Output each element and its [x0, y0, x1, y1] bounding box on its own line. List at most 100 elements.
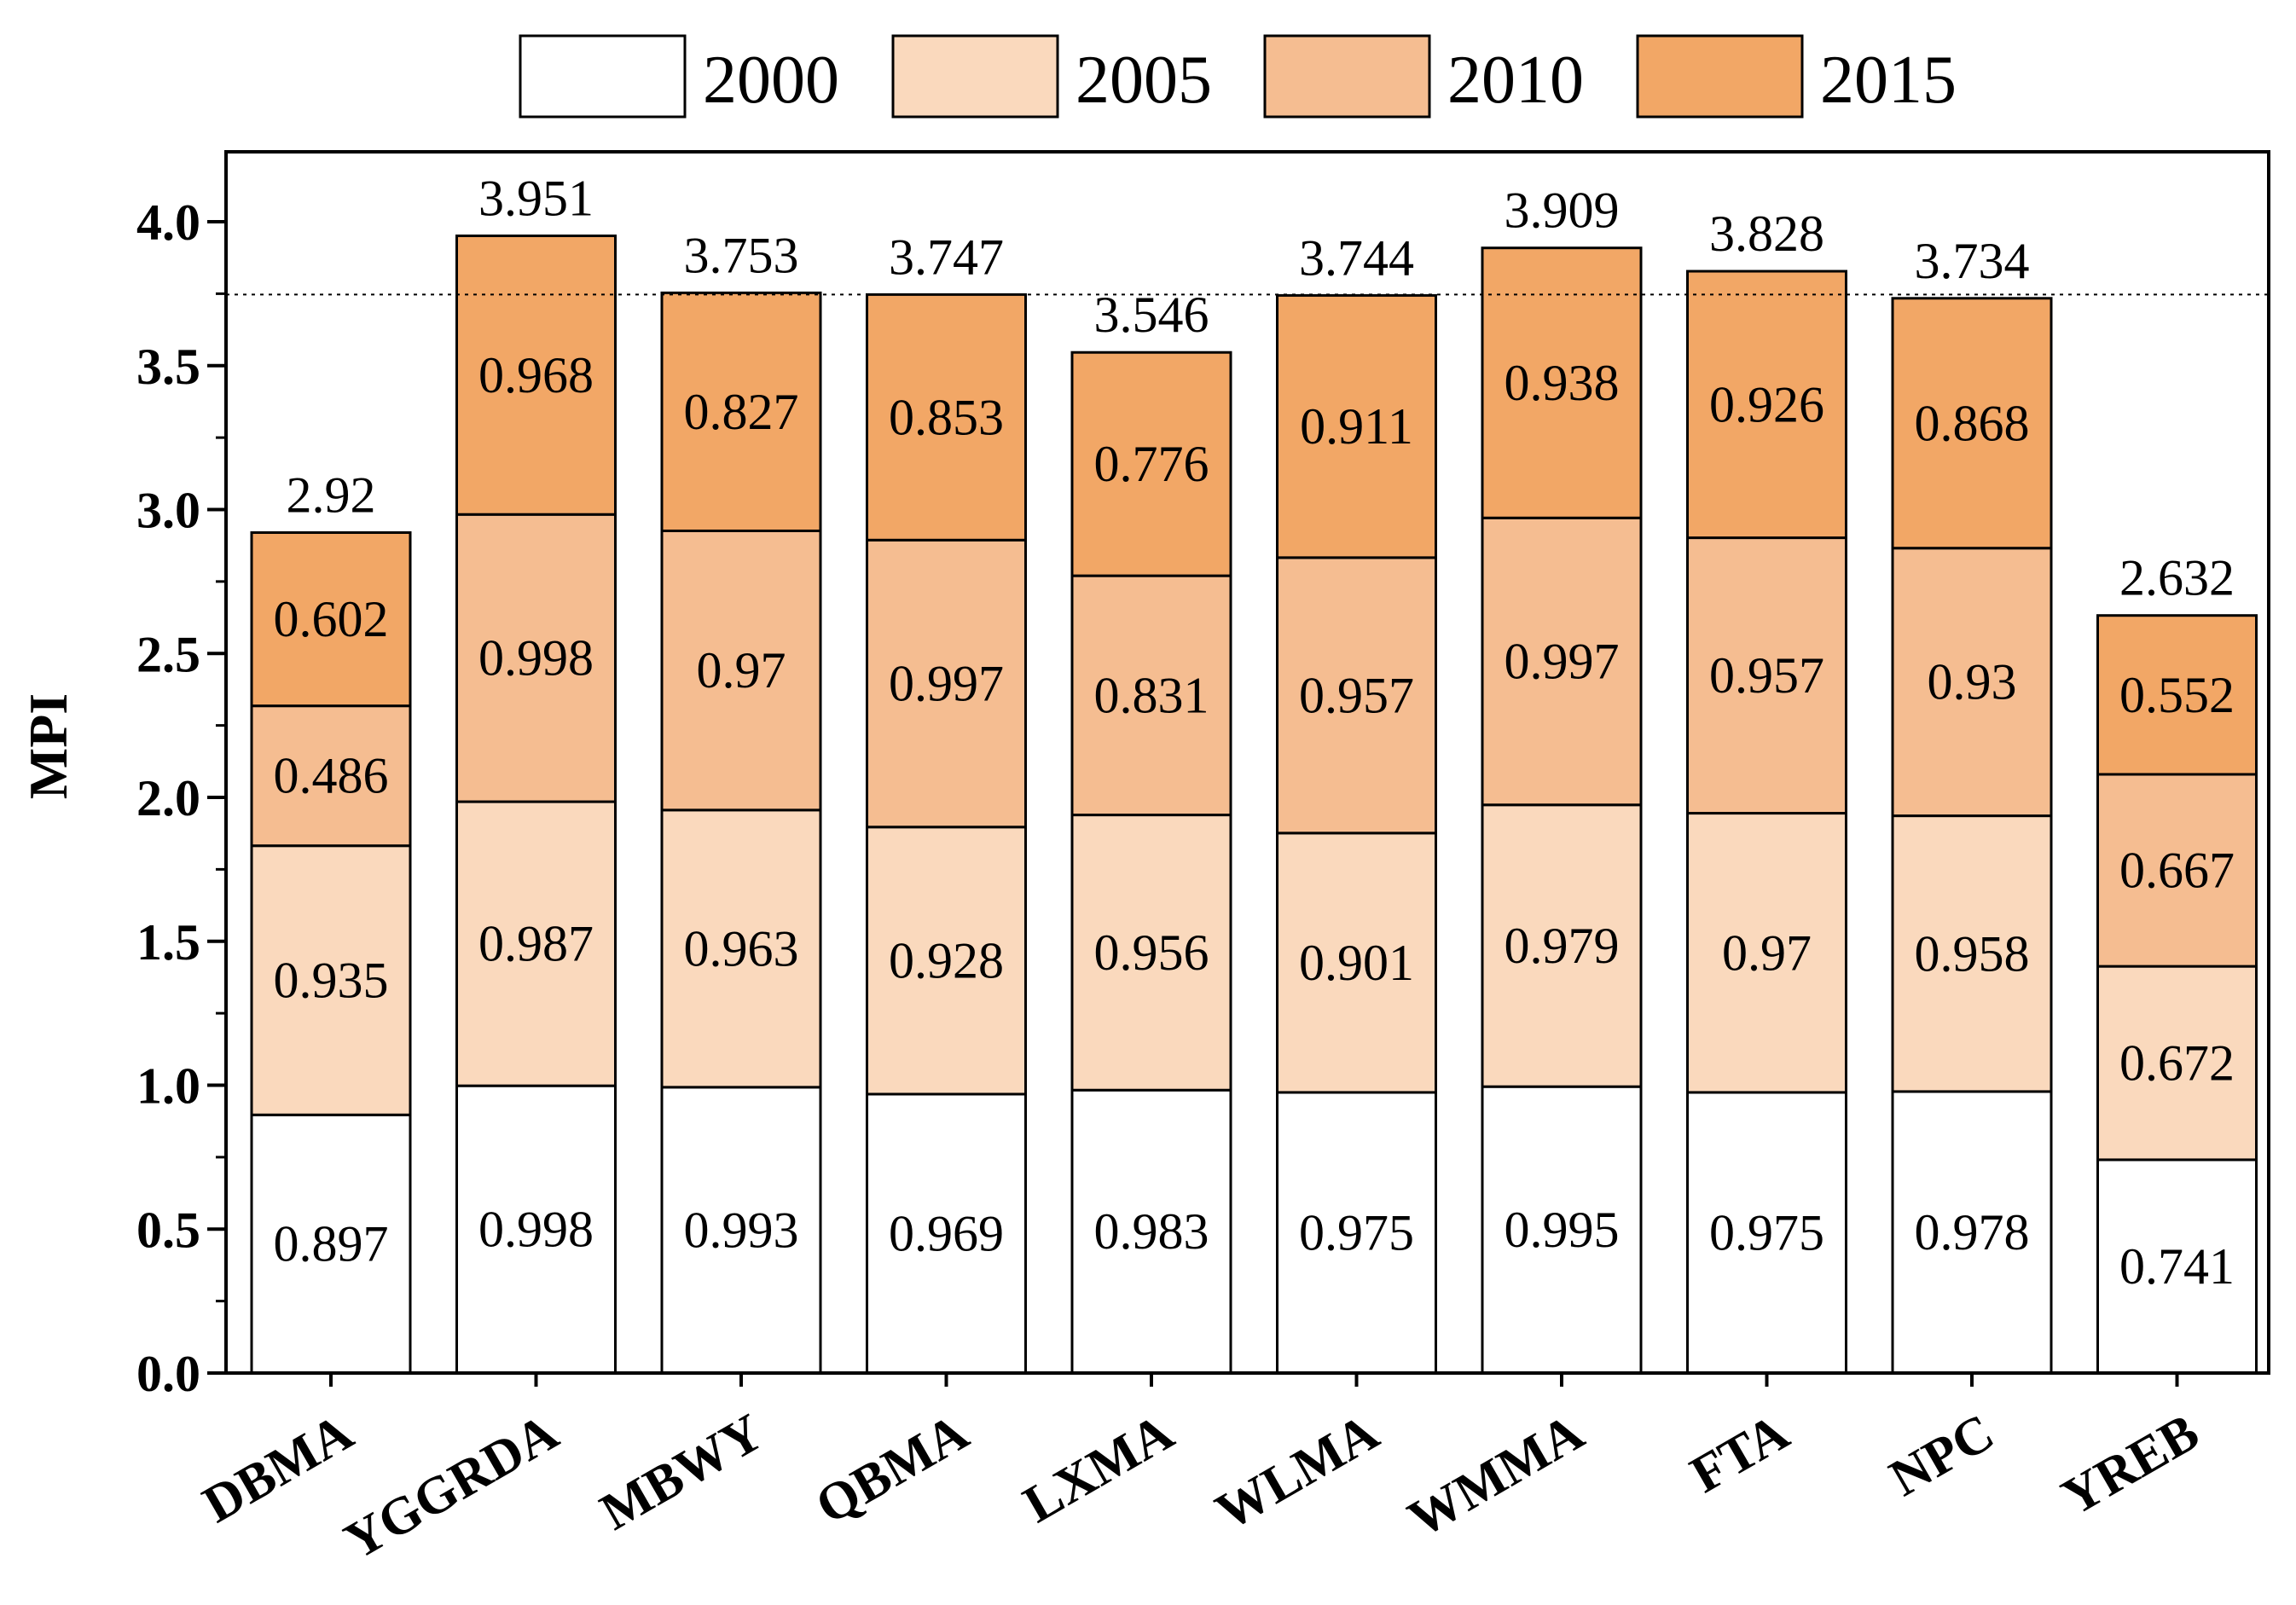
data-label-YGGRDA-2005: 0.987: [478, 916, 594, 972]
y-tick-label-1.0: 1.0: [136, 1058, 200, 1115]
data-label-YGGRDA-2010: 0.998: [478, 630, 594, 687]
total-label-NPC: 3.734: [1915, 233, 2030, 289]
total-label-FTA: 3.828: [1709, 206, 1824, 262]
data-label-YREB-2015: 0.552: [2119, 667, 2235, 723]
legend-label-2000: 2000: [703, 43, 839, 118]
data-label-FTA-2010: 0.957: [1709, 647, 1824, 704]
data-label-WLMA-2000: 0.975: [1299, 1204, 1414, 1260]
x-tick-label-YREB: YREB: [2052, 1403, 2208, 1527]
x-tick-label-NPC: NPC: [1881, 1403, 2003, 1508]
x-tick-label-WMMA: WMMA: [1399, 1403, 1593, 1549]
x-tick-label-MBWY: MBWY: [591, 1403, 773, 1541]
y-tick-label-0.0: 0.0: [136, 1346, 200, 1402]
legend-label-2005: 2005: [1076, 43, 1212, 118]
bar-segment-FTA-2010: [1686, 536, 1847, 815]
bar-segment-WLMA-2005: [1276, 831, 1437, 1094]
total-label-WMMA: 3.909: [1505, 183, 1620, 239]
bars: 0.897 0.935 0.486 0.602 2.92 0.998 0.987 0.998 0…: [250, 171, 2258, 1375]
legend-swatch-2015: [1636, 34, 1804, 119]
data-label-WLMA-2015: 0.911: [1300, 398, 1413, 455]
data-label-FTA-2005: 0.97: [1722, 924, 1812, 981]
data-label-DBMA-2010: 0.486: [274, 748, 389, 804]
x-tick-label-LXMA: LXMA: [1014, 1403, 1183, 1534]
x-tick-label-YGGRDA: YGGRDA: [335, 1403, 568, 1571]
x-tick-label-QBMA: QBMA: [806, 1403, 977, 1535]
data-label-YGGRDA-2015: 0.968: [478, 347, 594, 403]
data-label-YGGRDA-2000: 0.998: [478, 1202, 594, 1258]
bar-segment-LXMA-2010: [1070, 574, 1232, 817]
total-label-DBMA: 2.92: [287, 467, 376, 524]
data-label-NPC-2000: 0.978: [1915, 1204, 2030, 1260]
bar-segment-YREB-2010: [2096, 773, 2258, 968]
bar-segment-YGGRDA-2010: [455, 513, 617, 803]
y-tick-label-1.5: 1.5: [136, 914, 200, 971]
data-label-NPC-2015: 0.868: [1915, 395, 2030, 451]
data-label-QBMA-2010: 0.997: [889, 656, 1004, 712]
data-label-NPC-2010: 0.93: [1928, 654, 2017, 710]
total-label-WLMA: 3.744: [1299, 229, 1414, 286]
data-label-WLMA-2005: 0.901: [1299, 935, 1414, 991]
legend-swatch-2005: [891, 34, 1059, 119]
y-axis-label: MPI: [18, 693, 78, 799]
bar-segment-QBMA-2010: [866, 538, 1027, 829]
bar-segment-YREB-2015: [2096, 614, 2258, 776]
bar-segment-YREB-2005: [2096, 965, 2258, 1162]
total-label-QBMA: 3.747: [889, 229, 1004, 285]
bar-segment-LXMA-2005: [1070, 814, 1232, 1092]
data-label-LXMA-2000: 0.983: [1094, 1203, 1209, 1260]
bar-segment-WLMA-2010: [1276, 556, 1437, 835]
data-label-LXMA-2010: 0.831: [1094, 667, 1209, 723]
data-label-WMMA-2005: 0.979: [1505, 918, 1620, 974]
data-label-MBWY-2010: 0.97: [697, 642, 786, 698]
legend-swatch-2000: [519, 34, 687, 119]
bar-segment-QBMA-2015: [866, 293, 1027, 542]
bar-segment-WMMA-2000: [1481, 1085, 1643, 1375]
bar-segment-MBWY-2015: [660, 291, 822, 532]
y-tick-label-3.5: 3.5: [136, 339, 200, 395]
y-tick-label-0.5: 0.5: [136, 1202, 200, 1258]
y-tick-label-2.0: 2.0: [136, 770, 200, 826]
bar-segment-QBMA-2000: [866, 1092, 1027, 1375]
bar-segment-FTA-2015: [1686, 269, 1847, 540]
data-label-LXMA-2005: 0.956: [1094, 924, 1209, 981]
data-label-DBMA-2005: 0.935: [274, 952, 389, 1008]
bar-segment-DBMA-2005: [250, 844, 412, 1116]
data-label-WMMA-2015: 0.938: [1505, 355, 1620, 411]
data-label-YREB-2010: 0.667: [2119, 843, 2235, 899]
bar-segment-DBMA-2015: [250, 531, 412, 708]
bar-segment-YGGRDA-2005: [455, 800, 617, 1087]
bar-segment-NPC-2010: [1891, 547, 2053, 818]
total-label-MBWY: 3.753: [684, 227, 799, 283]
bar-segment-LXMA-2015: [1070, 351, 1232, 577]
plot-frame: [224, 150, 2270, 1375]
data-label-QBMA-2005: 0.928: [889, 932, 1004, 988]
bar-segment-DBMA-2000: [250, 1113, 412, 1375]
data-label-YREB-2000: 0.741: [2119, 1238, 2235, 1295]
bar-segment-WMMA-2005: [1481, 803, 1643, 1088]
data-label-DBMA-2000: 0.897: [274, 1216, 389, 1272]
bar-segment-YGGRDA-2015: [455, 235, 617, 516]
data-label-MBWY-2015: 0.827: [684, 384, 799, 440]
bar-segment-NPC-2005: [1891, 814, 2053, 1093]
bar-segment-MBWY-2010: [660, 529, 822, 812]
legend-label-2015: 2015: [1820, 43, 1957, 118]
data-label-WLMA-2010: 0.957: [1299, 667, 1414, 723]
y-tick-label-2.5: 2.5: [136, 626, 200, 682]
bar-segment-WLMA-2015: [1276, 293, 1437, 559]
total-label-YREB: 2.632: [2119, 550, 2235, 606]
data-label-FTA-2015: 0.926: [1709, 376, 1824, 432]
total-label-YGGRDA: 3.951: [478, 171, 594, 227]
data-label-YREB-2005: 0.672: [2119, 1035, 2235, 1092]
data-label-MBWY-2005: 0.963: [684, 920, 799, 976]
data-label-WMMA-2000: 0.995: [1505, 1202, 1620, 1258]
data-label-QBMA-2015: 0.853: [889, 389, 1004, 445]
data-label-DBMA-2015: 0.602: [274, 591, 389, 647]
data-label-MBWY-2000: 0.993: [684, 1202, 799, 1258]
y-tick-label-3.0: 3.0: [136, 483, 200, 539]
legend: 2000 2005 2010 2015: [519, 34, 1957, 119]
data-label-WMMA-2010: 0.997: [1505, 634, 1620, 690]
bar-segment-YGGRDA-2000: [455, 1084, 617, 1375]
total-label-LXMA: 3.546: [1094, 287, 1209, 343]
data-label-FTA-2000: 0.975: [1709, 1204, 1824, 1260]
